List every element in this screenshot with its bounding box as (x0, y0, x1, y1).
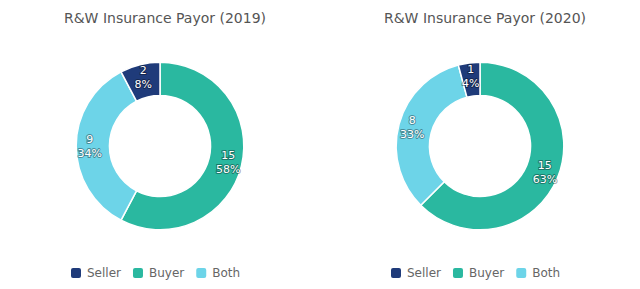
svg-text:Both: Both (212, 266, 240, 280)
svg-text:9: 9 (86, 133, 93, 146)
svg-text:4%: 4% (462, 77, 479, 90)
svg-text:8: 8 (409, 114, 416, 127)
svg-text:R&W Insurance Payor (2020): R&W Insurance Payor (2020) (384, 10, 586, 26)
svg-text:Buyer: Buyer (469, 266, 504, 280)
svg-text:Both: Both (532, 266, 560, 280)
svg-text:Seller: Seller (407, 266, 441, 280)
svg-text:34%: 34% (78, 147, 102, 160)
svg-text:R&W Insurance Payor (2019): R&W Insurance Payor (2019) (64, 10, 266, 26)
svg-text:15: 15 (221, 149, 235, 162)
svg-text:1: 1 (467, 63, 474, 76)
svg-text:15: 15 (538, 159, 552, 172)
svg-text:58%: 58% (216, 163, 240, 176)
svg-text:Buyer: Buyer (149, 266, 184, 280)
svg-text:8%: 8% (134, 78, 151, 91)
svg-text:63%: 63% (533, 173, 557, 186)
svg-text:2: 2 (140, 64, 147, 77)
svg-text:Seller: Seller (87, 266, 121, 280)
svg-text:33%: 33% (400, 128, 424, 141)
